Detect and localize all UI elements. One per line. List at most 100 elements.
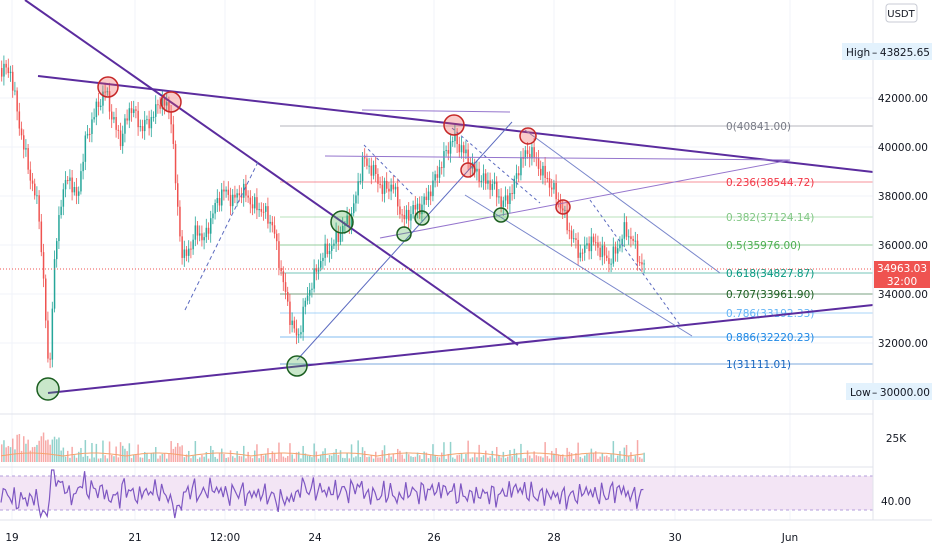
candle-body: [445, 150, 447, 152]
volume-bar: [353, 457, 355, 462]
candle-body: [588, 243, 590, 252]
fib-level-label: 0.886(32220.23): [726, 332, 814, 344]
volume-bar: [229, 450, 232, 462]
volume-bar: [238, 456, 241, 462]
candle-body: [364, 157, 366, 159]
volume-bar: [436, 456, 439, 462]
price-axis[interactable]: 42000.00 40000.00 38000.00 36000.00 34000.00…: [842, 0, 932, 520]
volume-bar: [632, 458, 634, 462]
volume-bar: [562, 454, 564, 462]
candle-body: [177, 183, 179, 207]
falling-channel-bottom: [464, 194, 693, 337]
candle-body: [342, 225, 344, 234]
volume-bar: [331, 455, 333, 462]
candle-body: [379, 183, 381, 185]
volume-bar: [232, 456, 234, 462]
volume-bar: [460, 453, 463, 462]
rsi-axis-label: 40.00: [881, 496, 911, 508]
candle-body: [553, 183, 555, 190]
candle-body: [566, 209, 568, 231]
candle-body: [18, 111, 21, 129]
candle-body: [161, 98, 164, 109]
candle-body: [520, 156, 522, 176]
volume-bar: [623, 447, 626, 462]
candle-body: [223, 189, 225, 192]
descending-trendline-steep: [24, 0, 519, 346]
candle-body: [414, 205, 417, 210]
candle-body: [641, 262, 643, 265]
volume-bar: [357, 440, 359, 462]
volume-bar: [421, 458, 423, 462]
volume-bar: [628, 456, 630, 462]
candle-body: [216, 198, 219, 203]
volume-axis-label: 25K: [886, 433, 907, 445]
volume-bar: [394, 458, 397, 462]
red-marker: [97, 76, 119, 98]
candle-body: [243, 183, 245, 198]
volume-bar: [456, 455, 458, 462]
volume-bar: [3, 440, 5, 462]
volume-bar: [108, 441, 111, 462]
candle-body: [82, 161, 84, 172]
volume-bar: [23, 436, 25, 462]
candle-body: [260, 208, 263, 212]
candle-body: [227, 189, 230, 195]
candle-body: [300, 332, 302, 335]
green-marker: [414, 210, 430, 226]
volume-bar: [245, 458, 247, 462]
volume-bar: [315, 451, 318, 462]
candle-body: [100, 105, 102, 107]
candle-body: [47, 320, 49, 359]
volume-bar: [458, 454, 461, 462]
volume-bar: [408, 454, 410, 462]
volume-bar: [194, 441, 197, 462]
candle-body: [269, 221, 271, 224]
candle-body: [258, 208, 260, 211]
candle-body: [229, 194, 232, 207]
volume-bar: [625, 444, 628, 462]
price-tick-label: 40000.00: [878, 142, 928, 154]
volume-bar: [529, 455, 531, 462]
candle-body: [320, 261, 322, 268]
candle-body: [51, 308, 54, 360]
volume-bar: [326, 458, 329, 462]
volume-bar: [247, 451, 249, 462]
dashed-projection-4: [589, 199, 681, 326]
volume-bar: [610, 454, 612, 462]
volume-bar: [509, 450, 511, 462]
volume-bar: [12, 438, 14, 462]
price-tick-label: 38000.00: [878, 191, 928, 203]
volume-bar: [172, 448, 175, 462]
currency-badge[interactable]: [885, 3, 918, 23]
candle-body: [353, 203, 355, 214]
candle-body: [632, 238, 634, 241]
volume-bar: [284, 457, 287, 462]
volume-bar: [236, 451, 238, 462]
time-axis[interactable]: 19 21 12:00 24 26 28 30 Jun: [0, 519, 932, 544]
grid: [0, 0, 873, 520]
candle-body: [163, 98, 166, 106]
volume-bar: [542, 457, 544, 462]
volume-bar: [7, 445, 10, 462]
candle-body: [412, 205, 414, 215]
candle-body: [289, 301, 291, 325]
volume-bar: [313, 443, 315, 462]
dashed-projection-3: [451, 127, 541, 204]
volume-bar: [568, 451, 571, 462]
fib-level-label: 0.786(33192.33): [726, 308, 814, 320]
volume-bar: [471, 457, 474, 462]
candle-body: [315, 268, 318, 272]
candle-body: [298, 334, 300, 336]
volume-bar: [553, 453, 555, 462]
candle-body: [102, 91, 104, 106]
fib-level-label: 0.236(38544.72): [726, 177, 814, 189]
candle-body: [449, 141, 452, 154]
marker-circles[interactable]: [36, 76, 571, 401]
candle-body: [302, 306, 304, 333]
volume-bar: [581, 458, 584, 462]
fib-retracement[interactable]: 0(40841.00) 0.236(38544.72) 0.382(37124.14…: [280, 121, 873, 371]
volume-bar: [480, 457, 483, 462]
candle-body: [141, 126, 144, 132]
volume-bar: [557, 454, 560, 462]
